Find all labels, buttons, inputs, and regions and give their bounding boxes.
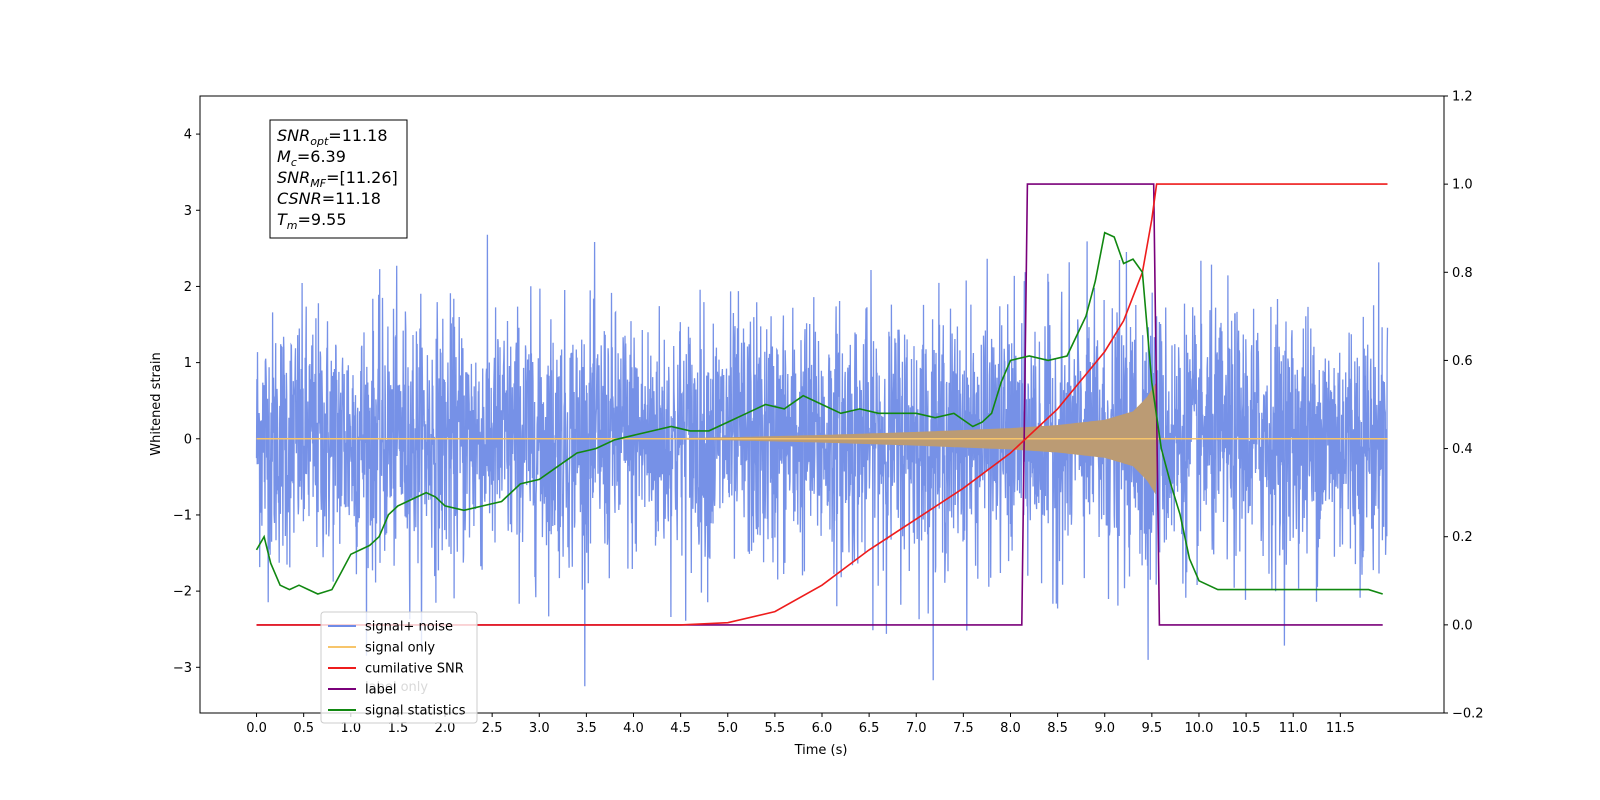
- y-tick-label: 2: [184, 280, 192, 295]
- y-tick-label: 3: [184, 204, 192, 219]
- annotation-line: SNRopt=11.18: [277, 126, 388, 148]
- series-label-line: [256, 183, 1383, 626]
- x-tick-label: 6.5: [859, 721, 880, 736]
- y-axis-label: Whitened strain: [149, 352, 164, 455]
- annotation-value: =6.39: [297, 147, 346, 166]
- annotation-line: Mc=6.39: [277, 147, 346, 169]
- x-tick-label: 2.0: [435, 721, 456, 736]
- annotation-line: Tm=9.55: [277, 210, 347, 232]
- y2-tick-label: 0.6: [1452, 354, 1473, 369]
- x-tick-label: 5.5: [765, 721, 786, 736]
- annotation-line: SNRMF=[11.26]: [277, 168, 398, 190]
- y-tick-label: 1: [184, 356, 192, 371]
- annotation-value: =9.55: [298, 210, 347, 229]
- y2-tick-label: −0.2: [1452, 707, 1484, 722]
- y2-tick-label: 0.4: [1452, 442, 1473, 457]
- annotation-line: CSNR=11.18: [277, 189, 381, 208]
- x-tick-label: 11.5: [1326, 721, 1355, 736]
- annotation-subscript: opt: [310, 135, 329, 148]
- x-tick-label: 4.0: [623, 721, 644, 736]
- annotation-frame: [269, 119, 408, 239]
- y2-tick-label: 1.2: [1452, 90, 1473, 105]
- x-tick-label: 0.5: [293, 721, 314, 736]
- y-tick-label: −2: [173, 585, 192, 600]
- legend-label: label: [365, 683, 396, 698]
- legend-label: signal only: [365, 641, 435, 656]
- y2-tick-label: 0.0: [1452, 618, 1473, 633]
- x-axis-label: Time (s): [794, 743, 848, 758]
- annotation-symbol: CSNR: [277, 189, 322, 208]
- annotation-subscript: m: [287, 219, 298, 232]
- x-tick-label: 10.5: [1232, 721, 1261, 736]
- annotation-symbol: M: [277, 147, 291, 166]
- annotation-symbol: SNR: [277, 168, 310, 187]
- x-tick-label: 7.5: [953, 721, 974, 736]
- y-axis-ticks: −3 −2 −1 0 1 2 3 4: [173, 128, 200, 676]
- x-tick-label: 2.5: [482, 721, 503, 736]
- series-signal-noise-line: [255, 234, 1389, 687]
- legend-label: cumilative SNR: [365, 662, 464, 677]
- y2-tick-label: 0.2: [1452, 530, 1473, 545]
- y-tick-label: −3: [173, 661, 192, 676]
- x-tick-label: 5.0: [717, 721, 738, 736]
- x-tick-label: 7.0: [906, 721, 927, 736]
- annotation-symbol: SNR: [277, 126, 310, 145]
- annotation-symbol: T: [277, 210, 288, 229]
- legend-label: signal+ noise: [365, 620, 453, 635]
- y2-tick-label: 1.0: [1452, 178, 1473, 193]
- annotation-subscript: MF: [310, 177, 326, 190]
- x-tick-label: 10.0: [1184, 721, 1213, 736]
- x-tick-label: 1.0: [340, 721, 361, 736]
- x-tick-label: 8.0: [1000, 721, 1021, 736]
- y-tick-label: 0: [184, 432, 192, 447]
- legend: label only signal+ noise signal only cumil…: [320, 611, 478, 724]
- x-tick-label: 8.5: [1047, 721, 1068, 736]
- x-tick-label: 4.5: [670, 721, 691, 736]
- x-tick-label: 0.0: [246, 721, 267, 736]
- y-tick-label: −1: [173, 508, 192, 523]
- legend-overlap-text: label only: [365, 680, 428, 695]
- y2-axis-ticks: −0.2 0.0 0.2 0.4 0.6 0.8 1.0 1.2: [1444, 90, 1484, 722]
- legend-label: signal statistics: [365, 704, 466, 719]
- x-axis-ticks: 0.0 0.5 1.0 1.5 2.0 2.5 3.0 3.5 4.0 4.5 5.0 5.5 6.0 6…: [246, 713, 1355, 736]
- annotation-box: SNRopt=11.18Mc=6.39SNRMF=[11.26]CSNR=11.…: [269, 119, 408, 239]
- annotation-value: =[11.26]: [326, 168, 398, 187]
- x-tick-label: 11.0: [1279, 721, 1308, 736]
- x-tick-label: 1.5: [388, 721, 409, 736]
- annotation-value: =11.18: [322, 189, 381, 208]
- y2-tick-label: 0.8: [1452, 266, 1473, 281]
- series-signal-statistics-line: [255, 231, 1383, 595]
- x-tick-label: 6.0: [812, 721, 833, 736]
- legend-frame: [320, 611, 478, 724]
- x-tick-label: 3.5: [576, 721, 597, 736]
- series-cumilative-snr-line: [256, 183, 1388, 626]
- annotation-subscript: c: [291, 156, 297, 169]
- x-tick-label: 9.5: [1142, 721, 1163, 736]
- y-tick-label: 4: [184, 128, 192, 143]
- plot-area: [255, 183, 1389, 687]
- annotation-value: =11.18: [328, 126, 387, 145]
- x-tick-label: 3.0: [529, 721, 550, 736]
- x-tick-label: 9.0: [1094, 721, 1115, 736]
